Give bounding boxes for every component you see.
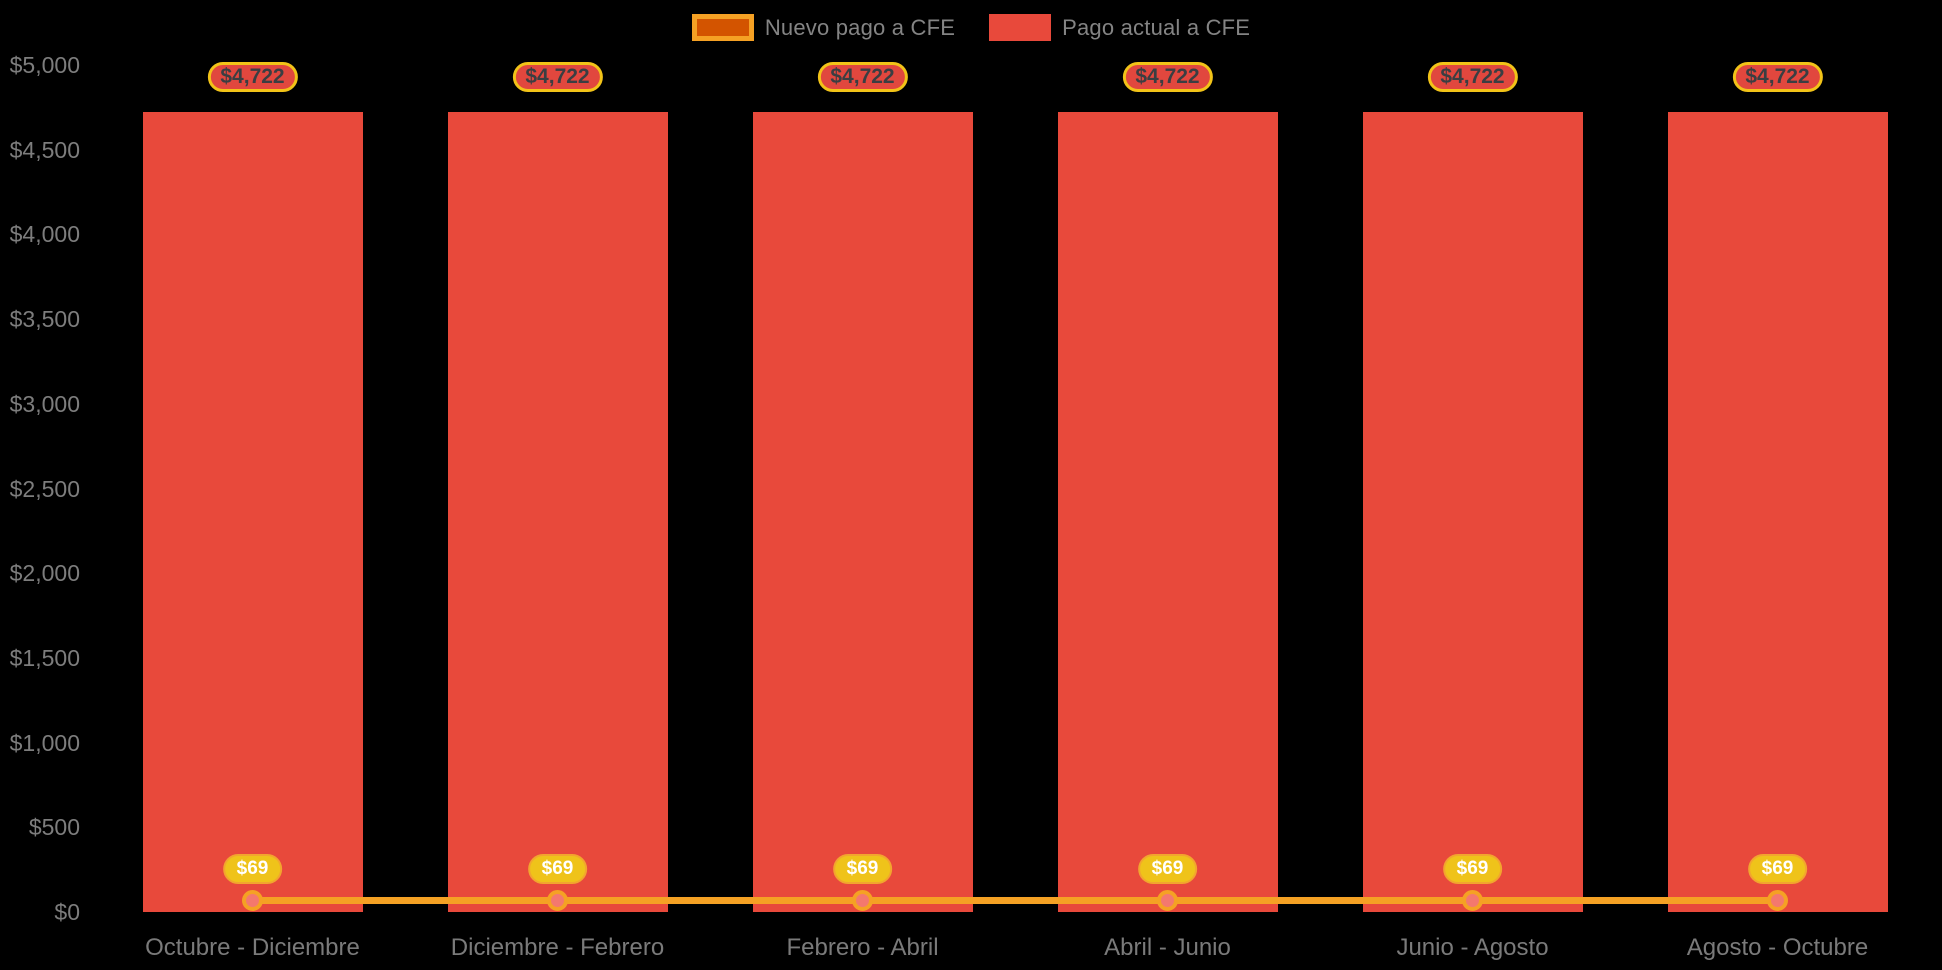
- bar-value-badge: $4,722: [1122, 62, 1213, 93]
- trend-line-nuevo-pago: [252, 896, 1778, 904]
- y-axis-tick-label: $2,000: [9, 560, 80, 587]
- legend-swatch-nuevo-pago: [691, 14, 754, 41]
- line-point-marker[interactable]: [547, 889, 568, 911]
- y-axis-tick-label: $0: [54, 899, 80, 925]
- legend-item-nuevo-pago[interactable]: Nuevo pago a CFE: [691, 14, 956, 41]
- line-point-marker[interactable]: [1767, 889, 1788, 911]
- y-axis-tick-label: $3,500: [9, 306, 80, 333]
- legend-label-nuevo-pago: Nuevo pago a CFE: [764, 14, 956, 40]
- x-axis-label: Abril - Junio: [1104, 934, 1231, 961]
- line-point-marker[interactable]: [1157, 889, 1178, 911]
- x-axis-label: Octubre - Diciembre: [145, 934, 360, 961]
- bar-value-badge: $4,722: [1427, 62, 1518, 93]
- bar-pago-actual[interactable]: [752, 112, 973, 912]
- bar-pago-actual[interactable]: [1362, 112, 1583, 912]
- x-axis-label: Diciembre - Febrero: [450, 934, 665, 961]
- bar-value-badge: $4,722: [512, 62, 603, 93]
- line-point-marker[interactable]: [1462, 889, 1483, 911]
- bar-pago-actual[interactable]: [142, 112, 363, 912]
- y-axis-tick-label: $4,500: [9, 136, 80, 163]
- y-axis-tick-label: $2,500: [9, 475, 80, 502]
- line-value-badge: $69: [1137, 854, 1198, 885]
- line-point-marker[interactable]: [852, 889, 873, 911]
- y-axis-tick-label: $1,000: [9, 729, 80, 756]
- chart-legend: Nuevo pago a CFE Pago actual a CFE: [0, 14, 1942, 41]
- bar-pago-actual[interactable]: [447, 112, 668, 912]
- bar-value-badge: $4,722: [207, 62, 298, 93]
- line-value-badge: $69: [222, 854, 283, 885]
- x-axis-label: Febrero - Abril: [786, 934, 939, 961]
- legend-swatch-pago-actual: [989, 14, 1052, 41]
- y-axis-tick-label: $3,000: [9, 390, 80, 417]
- legend-label-pago-actual: Pago actual a CFE: [1062, 14, 1251, 40]
- legend-item-pago-actual[interactable]: Pago actual a CFE: [989, 14, 1250, 41]
- y-axis-tick-label: $1,500: [9, 644, 80, 671]
- bar-value-badge: $4,722: [817, 62, 908, 93]
- line-value-badge: $69: [1442, 854, 1503, 885]
- line-value-badge: $69: [1747, 854, 1808, 885]
- line-value-badge: $69: [832, 854, 893, 885]
- line-point-marker[interactable]: [242, 889, 263, 911]
- line-value-badge: $69: [527, 854, 588, 885]
- x-axis-label: Junio - Agosto: [1396, 934, 1549, 961]
- bar-pago-actual[interactable]: [1057, 112, 1278, 912]
- bar-value-badge: $4,722: [1732, 62, 1823, 93]
- y-axis-tick-label: $4,000: [9, 221, 80, 248]
- y-axis-tick-label: $5,000: [9, 52, 80, 78]
- x-axis-label: Agosto - Octubre: [1686, 934, 1869, 961]
- y-axis-tick-label: $500: [28, 814, 80, 841]
- bar-pago-actual[interactable]: [1667, 112, 1888, 912]
